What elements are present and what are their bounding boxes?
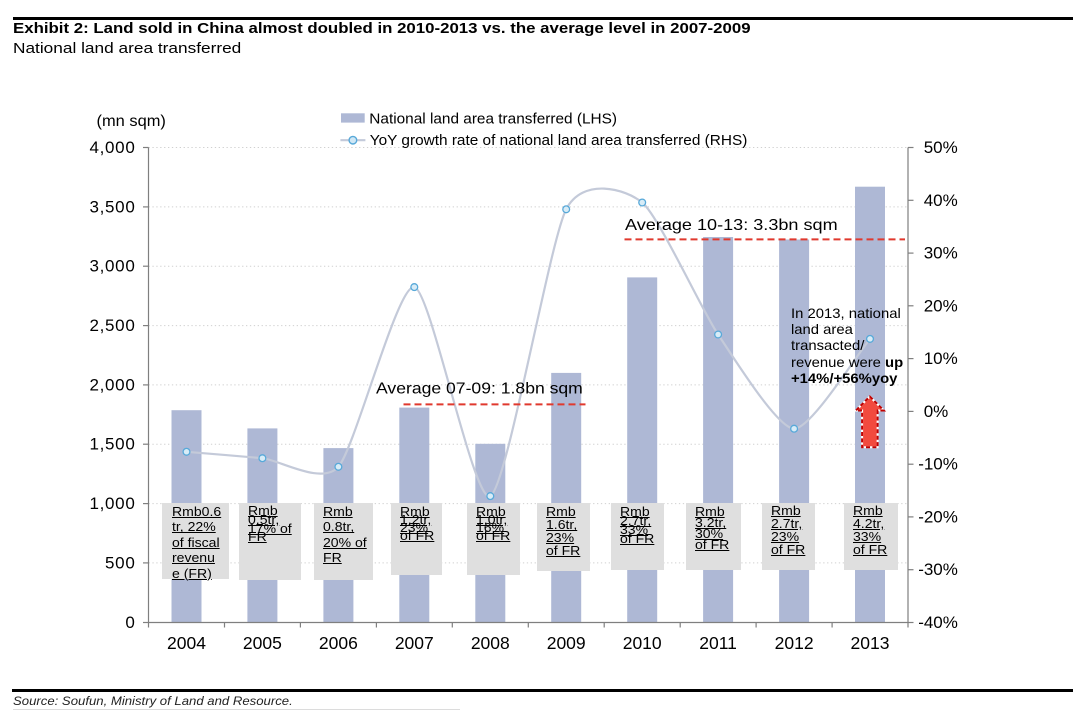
svg-text:Average 07-09: 1.8bn sqm: Average 07-09: 1.8bn sqm xyxy=(376,379,583,397)
svg-text:40%: 40% xyxy=(924,191,958,210)
svg-text:500: 500 xyxy=(105,553,135,572)
svg-text:30%: 30% xyxy=(924,244,958,263)
svg-text:2009: 2009 xyxy=(547,633,586,653)
svg-text:0: 0 xyxy=(125,613,135,632)
svg-text:2005: 2005 xyxy=(243,633,282,653)
svg-text:-30%: -30% xyxy=(918,560,958,579)
svg-text:2004: 2004 xyxy=(167,633,206,653)
svg-text:2008: 2008 xyxy=(471,633,510,653)
svg-text:2,000: 2,000 xyxy=(89,375,135,394)
svg-text:YoY growth rate of national la: YoY growth rate of national land area tr… xyxy=(370,133,748,149)
svg-text:3,000: 3,000 xyxy=(89,257,135,276)
svg-text:20%: 20% xyxy=(924,296,958,315)
svg-text:(mn sqm): (mn sqm) xyxy=(97,113,166,129)
svg-text:2012: 2012 xyxy=(775,633,814,653)
svg-text:2013: 2013 xyxy=(851,633,890,653)
svg-text:10%: 10% xyxy=(924,349,958,368)
svg-text:2,500: 2,500 xyxy=(89,316,135,335)
svg-text:1,000: 1,000 xyxy=(89,494,135,513)
svg-text:0%: 0% xyxy=(924,402,949,421)
svg-text:2011: 2011 xyxy=(699,633,737,653)
svg-text:2010: 2010 xyxy=(623,633,662,653)
svg-text:3,500: 3,500 xyxy=(89,197,135,216)
svg-text:4,000: 4,000 xyxy=(89,138,135,157)
svg-text:-20%: -20% xyxy=(918,507,958,526)
svg-text:2006: 2006 xyxy=(319,633,358,653)
svg-text:1,500: 1,500 xyxy=(89,435,135,454)
svg-text:National land area transferred: National land area transferred (LHS) xyxy=(369,111,617,127)
svg-text:Average 10-13: 3.3bn sqm: Average 10-13: 3.3bn sqm xyxy=(625,216,838,234)
svg-text:50%: 50% xyxy=(924,138,958,157)
svg-text:-40%: -40% xyxy=(918,613,958,632)
svg-text:-10%: -10% xyxy=(918,455,958,474)
svg-text:2007: 2007 xyxy=(395,633,434,653)
